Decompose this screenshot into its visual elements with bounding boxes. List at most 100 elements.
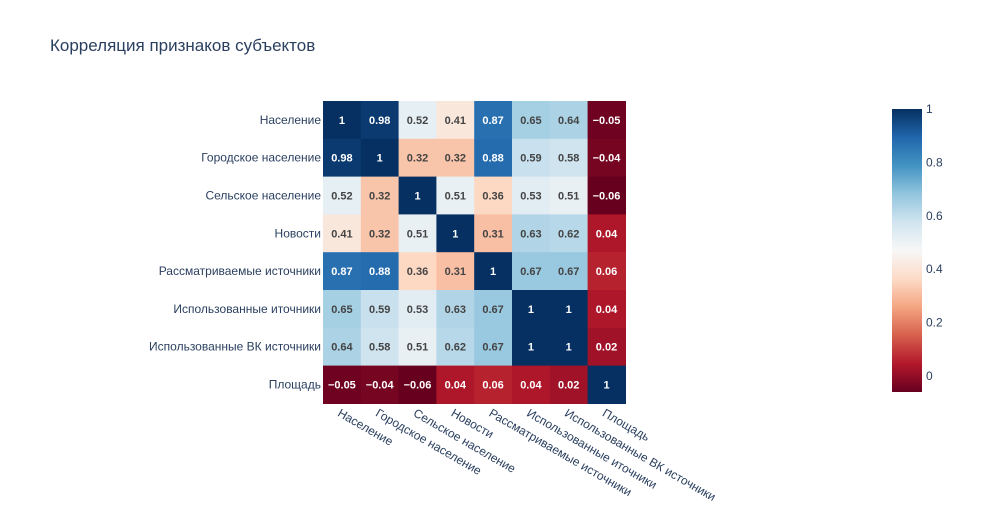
y-tick-label: Новости (275, 226, 321, 240)
heatmap-cell (323, 290, 362, 329)
heatmap-cell (512, 252, 551, 291)
heatmap-cell-label: 0.58 (369, 342, 390, 354)
heatmap-cell-label: 0.88 (369, 266, 390, 278)
heatmap-cell-label: 0.32 (369, 191, 390, 203)
heatmap-cell-labels: 1 0.98 0.52 0.41 0.87 0.65 0.64 −0.05 0.98 1 0.32 0… (328, 115, 621, 392)
heatmap-cell-label: 1 (339, 115, 345, 127)
colorbar-tick-label: 0.6 (926, 209, 943, 223)
heatmap-cell (398, 252, 437, 291)
heatmap-cells (323, 101, 626, 404)
heatmap-cell (512, 327, 551, 367)
heatmap-cell (474, 101, 513, 140)
heatmap-cell-label: 0.62 (445, 342, 466, 354)
heatmap-cell-label: 0.64 (558, 115, 580, 127)
heatmap-cell-label: 0.67 (482, 342, 503, 354)
heatmap-cell (436, 327, 475, 367)
heatmap-cell (323, 252, 362, 291)
heatmap-cell-label: 0.88 (482, 153, 503, 165)
heatmap-cell (587, 365, 626, 404)
chart-title: Корреляция признаков субъектов (50, 36, 315, 55)
heatmap-cell-label: 0.41 (331, 228, 352, 240)
colorbar-tick-label: 1 (926, 102, 933, 116)
heatmap-cell (360, 176, 400, 215)
heatmap-cell-label: 0.58 (558, 153, 579, 165)
heatmap-cell-label: 0.32 (445, 153, 466, 165)
heatmap-cell-label: 0.51 (407, 228, 428, 240)
heatmap-cell-label: 0.04 (596, 304, 618, 316)
heatmap-cell (436, 252, 475, 291)
heatmap-cell (474, 365, 513, 404)
heatmap-cell-label: 0.63 (445, 304, 466, 316)
heatmap-cell (587, 290, 626, 329)
heatmap-cell-label: 1 (452, 228, 458, 240)
heatmap-cell (587, 252, 626, 291)
heatmap-cell-label: 0.67 (482, 304, 503, 316)
heatmap-cell-label: 0.52 (407, 115, 428, 127)
heatmap-cell (587, 176, 626, 215)
heatmap-cell-label: 0.53 (407, 304, 428, 316)
y-tick-label: Население (260, 113, 322, 127)
heatmap-cell (549, 176, 589, 215)
heatmap-cell (398, 176, 437, 215)
heatmap-cell (436, 214, 475, 253)
heatmap-cell-label: 0.98 (369, 115, 390, 127)
heatmap-cell (398, 214, 437, 253)
heatmap-cell (398, 101, 437, 140)
heatmap-cell (360, 290, 400, 329)
heatmap-cell-label: 0.65 (520, 115, 541, 127)
heatmap-cell-label: 0.62 (558, 228, 579, 240)
heatmap-cell (512, 365, 551, 404)
heatmap-cell (474, 290, 513, 329)
heatmap-cell (323, 365, 362, 404)
heatmap-cell (360, 214, 400, 253)
heatmap-cell (360, 327, 400, 367)
heatmap-cell (549, 327, 589, 367)
heatmap-cell (512, 214, 551, 253)
heatmap-cell-label: 0.67 (520, 266, 541, 278)
heatmap-cell-label: 0.41 (445, 115, 466, 127)
heatmap-cell-label: 0.64 (331, 342, 353, 354)
heatmap-cell (323, 214, 362, 253)
heatmap-cell (512, 290, 551, 329)
heatmap-cell-label: 0.53 (520, 191, 541, 203)
heatmap-cell-label: 0.02 (558, 380, 579, 392)
heatmap-cell (587, 214, 626, 253)
heatmap-cell-label: 1 (566, 342, 572, 354)
heatmap-cell (474, 327, 513, 367)
heatmap-cell (512, 138, 551, 178)
heatmap-cell (398, 327, 437, 367)
heatmap-cell-label: 0.67 (558, 266, 579, 278)
heatmap-cell-label: 0.52 (331, 191, 352, 203)
heatmap-cell-label: 0.51 (558, 191, 579, 203)
heatmap-cell-label: 0.06 (596, 266, 617, 278)
heatmap-cell (398, 290, 437, 329)
heatmap-cell-label: 0.63 (520, 228, 541, 240)
y-tick-label: Использованные ВК источники (149, 340, 321, 354)
colorbar-tick-label: 0.4 (926, 262, 943, 276)
heatmap-cell-label: 1 (566, 304, 572, 316)
heatmap-cell-label: 0.36 (482, 191, 503, 203)
heatmap-cell (398, 138, 437, 178)
colorbar: 0 0.2 0.4 0.6 0.8 1 (892, 102, 943, 392)
heatmap-cell (512, 101, 551, 140)
heatmap-cell-label: 0.98 (331, 153, 352, 165)
heatmap-cell-label: 0.04 (445, 380, 467, 392)
heatmap-cell-label: 1 (414, 191, 420, 203)
heatmap-cell (323, 101, 362, 140)
heatmap-cell (323, 138, 362, 178)
heatmap-cell-label: 1 (377, 153, 383, 165)
heatmap-cell (549, 365, 589, 404)
heatmap-cell-label: 0.04 (520, 380, 542, 392)
heatmap-cell (549, 138, 589, 178)
heatmap-cell (436, 290, 475, 329)
heatmap-cell-label: 0.31 (445, 266, 466, 278)
heatmap-cell-label: 1 (490, 266, 496, 278)
heatmap-cell (474, 138, 513, 178)
heatmap-cell-label: 0.51 (445, 191, 466, 203)
heatmap-cell-label: −0.05 (328, 380, 356, 392)
heatmap-cell (549, 101, 589, 140)
heatmap-cell (436, 176, 475, 215)
heatmap-cell-label: 0.31 (482, 228, 503, 240)
y-tick-label: Использованные иточники (173, 302, 321, 316)
